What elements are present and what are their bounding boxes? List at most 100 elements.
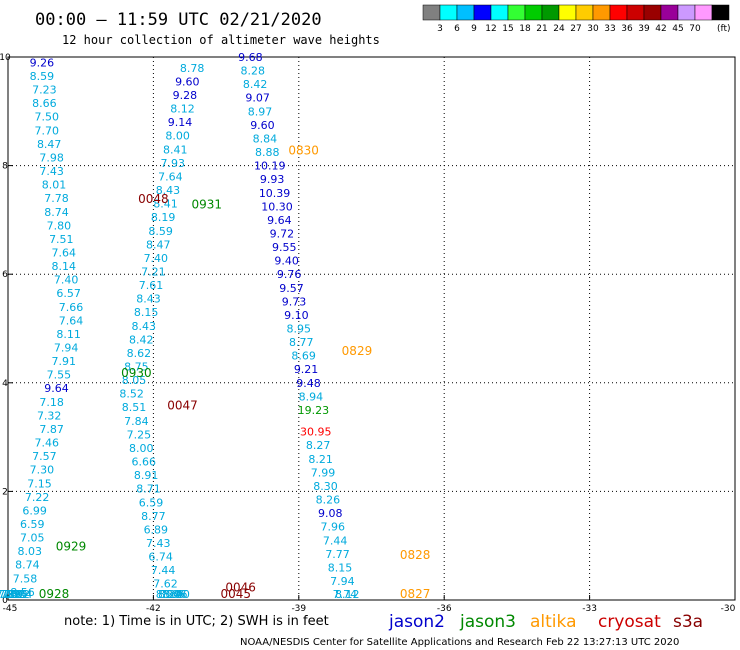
wave-height-label: 8.27	[306, 439, 331, 452]
wave-height-label: 8.43	[136, 293, 161, 306]
colorbar-swatch	[541, 4, 560, 21]
wave-height-label: 7.30	[30, 464, 55, 477]
colorbar-label: 24	[553, 24, 565, 34]
wave-height-label: 8.97	[248, 105, 273, 118]
wave-height-label: 8.21	[308, 453, 333, 466]
wave-height-label: 6.74	[148, 551, 173, 564]
wave-height-label: 8.74	[44, 206, 69, 219]
colorbar-label: 9	[471, 24, 477, 34]
wave-height-label: 8.75	[124, 361, 149, 374]
wave-height-label: 9.55	[272, 241, 297, 254]
wave-height-label: 8.43	[131, 320, 156, 333]
y-tick-label: 0	[2, 596, 8, 606]
wave-height-label: 8.24	[156, 588, 181, 601]
colorbar-label: 12	[485, 24, 496, 34]
wave-height-label: 7.46	[35, 437, 60, 450]
wave-height-label: 8.12	[170, 103, 195, 116]
wave-height-label: 7.21	[141, 265, 166, 278]
wave-height-label: 7.51	[49, 233, 74, 246]
wave-height-label: 8.15	[134, 306, 159, 319]
y-tick-label: 8	[2, 162, 8, 172]
wave-height-label: 8.19	[151, 211, 176, 224]
wave-height-label: 8.30	[313, 480, 338, 493]
wave-height-label: 8.74	[15, 559, 40, 572]
wave-height-label: 7.32	[37, 409, 62, 422]
wave-height-label: 8.77	[141, 510, 166, 523]
wave-height-label: 9.57	[279, 282, 304, 295]
wave-height-label: 8.42	[243, 78, 268, 91]
colorbar-swatch	[439, 4, 458, 21]
wave-height-label: 7.66	[59, 301, 84, 314]
wave-height-label: 8.42	[129, 333, 154, 346]
wave-height-label: 8.00	[165, 130, 190, 143]
wave-height-label: 7.25	[127, 428, 152, 441]
wave-height-label: 8.52	[119, 388, 144, 401]
wave-height-label: 9.60	[250, 119, 275, 132]
wave-height-label: 8.05	[122, 374, 147, 387]
pass-time-label: 0829	[342, 344, 373, 358]
wave-height-label: 8.62	[127, 347, 152, 360]
wave-height-label: 7.62	[153, 578, 178, 591]
wave-height-label: 8.94	[299, 390, 324, 403]
colorbar-label: 21	[536, 24, 547, 34]
wave-height-label: 6.90	[165, 588, 190, 601]
wave-height-label: 7.93	[161, 157, 186, 170]
wave-height-label: 7.95	[3, 588, 28, 601]
colorbar-label: 39	[638, 24, 650, 34]
wave-height-label: 9.07	[245, 92, 270, 105]
wave-height-label: 9.28	[173, 89, 198, 102]
wave-height-label: 7.05	[20, 532, 45, 545]
y-tick-label: 6	[2, 270, 8, 280]
x-tick-label: -33	[582, 604, 597, 614]
wave-height-label: 9.40	[274, 255, 299, 268]
wave-height-label: 8.15	[328, 561, 353, 574]
axis-ticks: -45 -42 -39 -36 -33 -30 0 2 4 6 8 10	[0, 53, 736, 614]
wave-height-label: 10.39	[259, 187, 291, 200]
colorbar-label: 27	[570, 24, 581, 34]
wave-height-label: 7.57	[32, 450, 57, 463]
wave-height-label: 7.19	[0, 588, 23, 601]
grid-lines	[8, 57, 735, 600]
wave-height-label: 8.95	[287, 323, 312, 336]
wave-height-label: 7.23	[32, 84, 57, 97]
wave-height-label: 7.15	[27, 477, 52, 490]
colorbar-label: 18	[519, 24, 531, 34]
plot-frame	[7, 56, 736, 601]
chart-subtitle: 12 hour collection of altimeter wave hei…	[62, 33, 380, 47]
wave-height-label: 8.59	[148, 225, 173, 238]
wave-height-label: 10.30	[261, 200, 293, 213]
wave-height-label: 8.41	[153, 198, 178, 211]
wave-height-label: 8.77	[289, 336, 314, 349]
wave-height-label: 19.23	[298, 404, 330, 417]
colorbar-swatch	[711, 4, 730, 21]
colorbar-swatch	[507, 4, 526, 21]
wave-height-label: 7.64	[158, 170, 183, 183]
wave-height-label: 7.64	[51, 246, 76, 259]
pass-time-label: 0828	[400, 548, 431, 562]
satellite-legend-s3a: s3a	[673, 612, 703, 632]
colorbar-swatch	[592, 4, 611, 21]
wave-height-label: 7.50	[35, 111, 60, 124]
x-tick-label: -42	[146, 604, 161, 614]
wave-height-label: 9.10	[284, 309, 309, 322]
colorbar-swatch	[473, 4, 492, 21]
pass-time-label: 0830	[288, 143, 319, 157]
wave-height-label: 8.01	[42, 179, 67, 192]
colorbar-swatch	[677, 4, 696, 21]
wave-height-label: 7.74	[333, 588, 358, 601]
wave-height-label: 8.12	[335, 588, 360, 601]
y-tick-label: 2	[2, 487, 8, 497]
colorbar-swatch	[558, 4, 577, 21]
wave-height-label: 9.76	[277, 268, 302, 281]
colorbar-label: 70	[689, 24, 701, 34]
pass-time-label: 0930	[121, 366, 152, 380]
wave-height-label: 8.51	[122, 401, 147, 414]
wave-height-label: 8.28	[241, 65, 266, 78]
wave-height-label: 7.55	[47, 369, 72, 382]
satellite-legend-jason2: jason2	[388, 612, 445, 632]
wave-height-label: 9.73	[282, 295, 307, 308]
wave-height-label: 9.64	[44, 382, 69, 395]
colorbar-swatch	[524, 4, 543, 21]
colorbar-swatch	[609, 4, 628, 21]
wave-height-label: 9.68	[238, 51, 263, 64]
